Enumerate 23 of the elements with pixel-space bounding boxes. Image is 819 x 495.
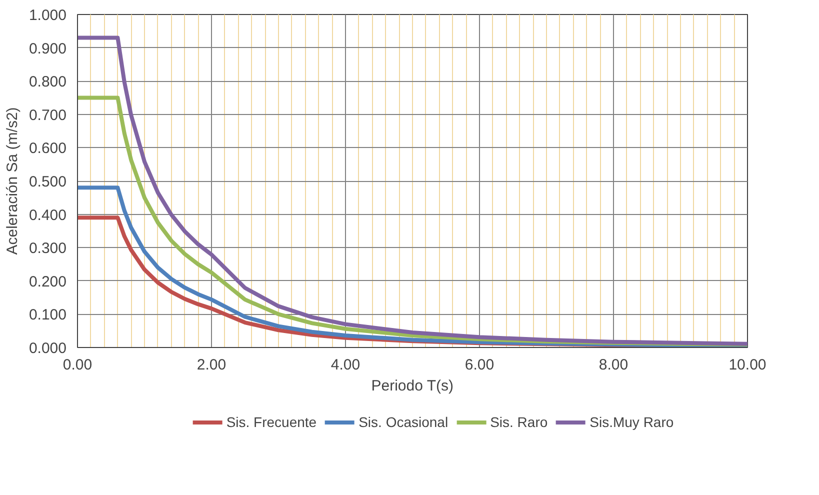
y-tick-label: 1.000 — [28, 7, 67, 24]
x-tick-label: 4.00 — [330, 356, 360, 374]
y-tick-label: 0.200 — [28, 273, 67, 290]
x-tick-label: 10.00 — [728, 356, 766, 374]
y-tick-label: 0.300 — [28, 240, 67, 258]
y-tick-label: 0.700 — [28, 106, 67, 124]
x-axis-title: Periodo T(s) — [371, 378, 454, 394]
x-tick-label: 6.00 — [464, 356, 494, 374]
legend-label: Sis. Ocasional — [358, 414, 448, 430]
y-tick-label: 0.900 — [28, 40, 67, 58]
legend-label: Sis. Frecuente — [226, 414, 317, 430]
y-axis-title: Aceleración Sa (m/s2) — [4, 107, 21, 255]
y-tick-label: 0.100 — [28, 306, 67, 324]
legend-label: Sis. Raro — [490, 414, 548, 430]
x-tick-label: 8.00 — [598, 356, 628, 374]
legend-label: Sis.Muy Raro — [590, 414, 674, 430]
y-tick-label: 0.500 — [28, 174, 67, 190]
x-tick-label: 0.00 — [62, 356, 92, 374]
y-tick-label: 0.600 — [28, 140, 67, 158]
y-tick-label: 0.800 — [28, 74, 67, 91]
x-tick-label: 2.00 — [196, 356, 226, 374]
y-tick-label: 0.000 — [28, 340, 67, 357]
y-tick-label: 0.400 — [28, 206, 67, 224]
